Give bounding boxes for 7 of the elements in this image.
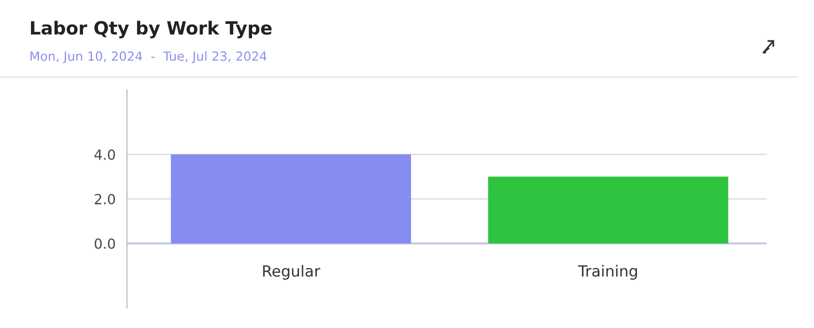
- x-tick-label: Training: [578, 264, 637, 280]
- y-tick-label: 0.0: [94, 238, 115, 249]
- x-tick-label: Regular: [263, 264, 320, 280]
- chart-subtitle: Mon, Jun 10, 2024 - Tue, Jul 23, 2024: [30, 51, 266, 64]
- y-tick-label: 4.0: [94, 149, 115, 160]
- y-tick-label: 2.0: [94, 194, 115, 204]
- chart-title: Labor Qty by Work Type: [30, 20, 272, 38]
